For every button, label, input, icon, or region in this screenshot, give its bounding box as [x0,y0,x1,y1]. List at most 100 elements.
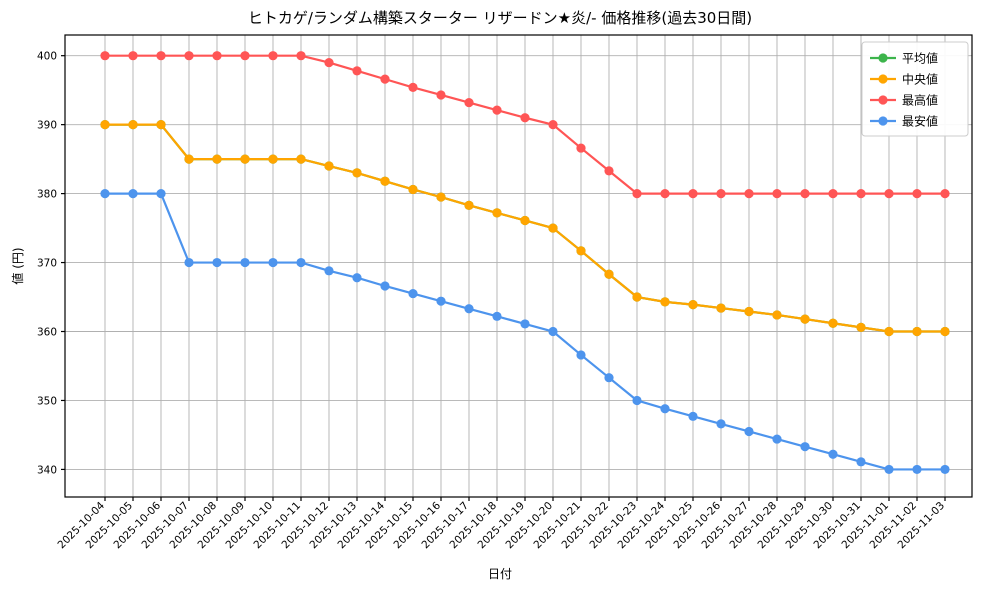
data-point [688,188,698,199]
data-point [912,188,922,199]
data-point [940,464,950,475]
data-point [268,51,278,61]
data-point [744,426,754,437]
data-point [408,82,418,93]
data-point [296,154,306,164]
data-point [128,51,138,61]
data-point [884,464,894,475]
legend-label: 平均値 [902,51,938,66]
data-point [100,120,110,130]
data-point [604,166,614,176]
legend-label: 最安値 [902,114,938,129]
data-point [464,304,474,314]
data-point [436,296,446,306]
data-point [548,223,558,233]
data-point [492,105,502,115]
y-tick-label: 340 [37,464,57,476]
data-point [576,246,586,256]
legend-label: 中央値 [902,72,938,87]
data-point [380,176,390,186]
data-point [884,188,894,199]
data-point [856,322,866,332]
y-tick-label: 400 [37,51,57,63]
data-point [128,188,138,199]
y-tick-label: 350 [37,395,57,407]
data-point [772,188,782,199]
data-point [156,51,166,61]
data-point [492,311,502,321]
plot-area-border [64,34,973,498]
series-line [100,120,950,337]
data-point [884,326,894,337]
data-point [296,257,306,268]
legend-label: 最高値 [902,93,938,108]
data-point [240,51,250,61]
data-point [408,288,418,299]
y-tick-label: 380 [37,189,57,201]
data-point [324,161,334,171]
data-point [744,188,754,199]
data-point [800,188,810,199]
data-point [940,326,950,337]
data-point [464,200,474,210]
data-series-group [100,51,950,475]
data-point [380,281,390,291]
data-point [352,168,362,178]
data-point [912,464,922,475]
data-point [576,350,586,360]
data-point [380,74,390,84]
data-point [576,143,586,153]
data-point [716,303,726,313]
data-point [184,257,194,268]
data-point [856,188,866,199]
legend-item[interactable]: 中央値 [870,72,938,87]
data-point [632,188,642,199]
data-point [128,120,138,130]
data-point [212,154,222,164]
y-tick-label: 370 [37,258,57,270]
legend-item[interactable]: 最高値 [870,93,938,108]
y-axis-label: 値 (円) [10,247,25,284]
data-point [828,449,838,459]
y-axis-ticks: 340 350 360 370 380 390 400 [37,51,65,476]
data-point [436,90,446,100]
data-point [772,434,782,444]
data-point [184,51,194,61]
data-point [688,300,698,310]
legend-item[interactable]: 最安値 [870,114,938,129]
data-point [212,257,222,268]
data-point [492,208,502,218]
data-point [828,188,838,199]
data-point [436,192,446,202]
data-point [520,215,530,226]
data-point [632,292,642,302]
data-point [660,297,670,307]
data-point [520,319,530,329]
data-point [660,404,670,414]
data-point [212,51,222,61]
data-point [268,257,278,268]
legend-item[interactable]: 平均値 [870,51,938,66]
data-point [240,154,250,164]
data-point [408,184,418,195]
data-point [772,310,782,320]
data-point [156,120,166,130]
data-point [324,266,334,276]
data-point [856,457,866,467]
data-point [800,442,810,452]
data-point [268,154,278,164]
data-point [940,188,950,199]
data-point [688,411,698,421]
data-point [604,269,614,279]
data-point [100,51,110,61]
data-point [156,188,166,199]
data-point [828,318,838,328]
y-tick-label: 390 [37,120,57,132]
chart-title: ヒトカゲ/ランダム構築スターター リザードン★炎/- 価格推移(過去30日間) [248,9,752,27]
data-point [296,51,306,61]
data-point [352,273,362,283]
data-point [324,57,334,68]
